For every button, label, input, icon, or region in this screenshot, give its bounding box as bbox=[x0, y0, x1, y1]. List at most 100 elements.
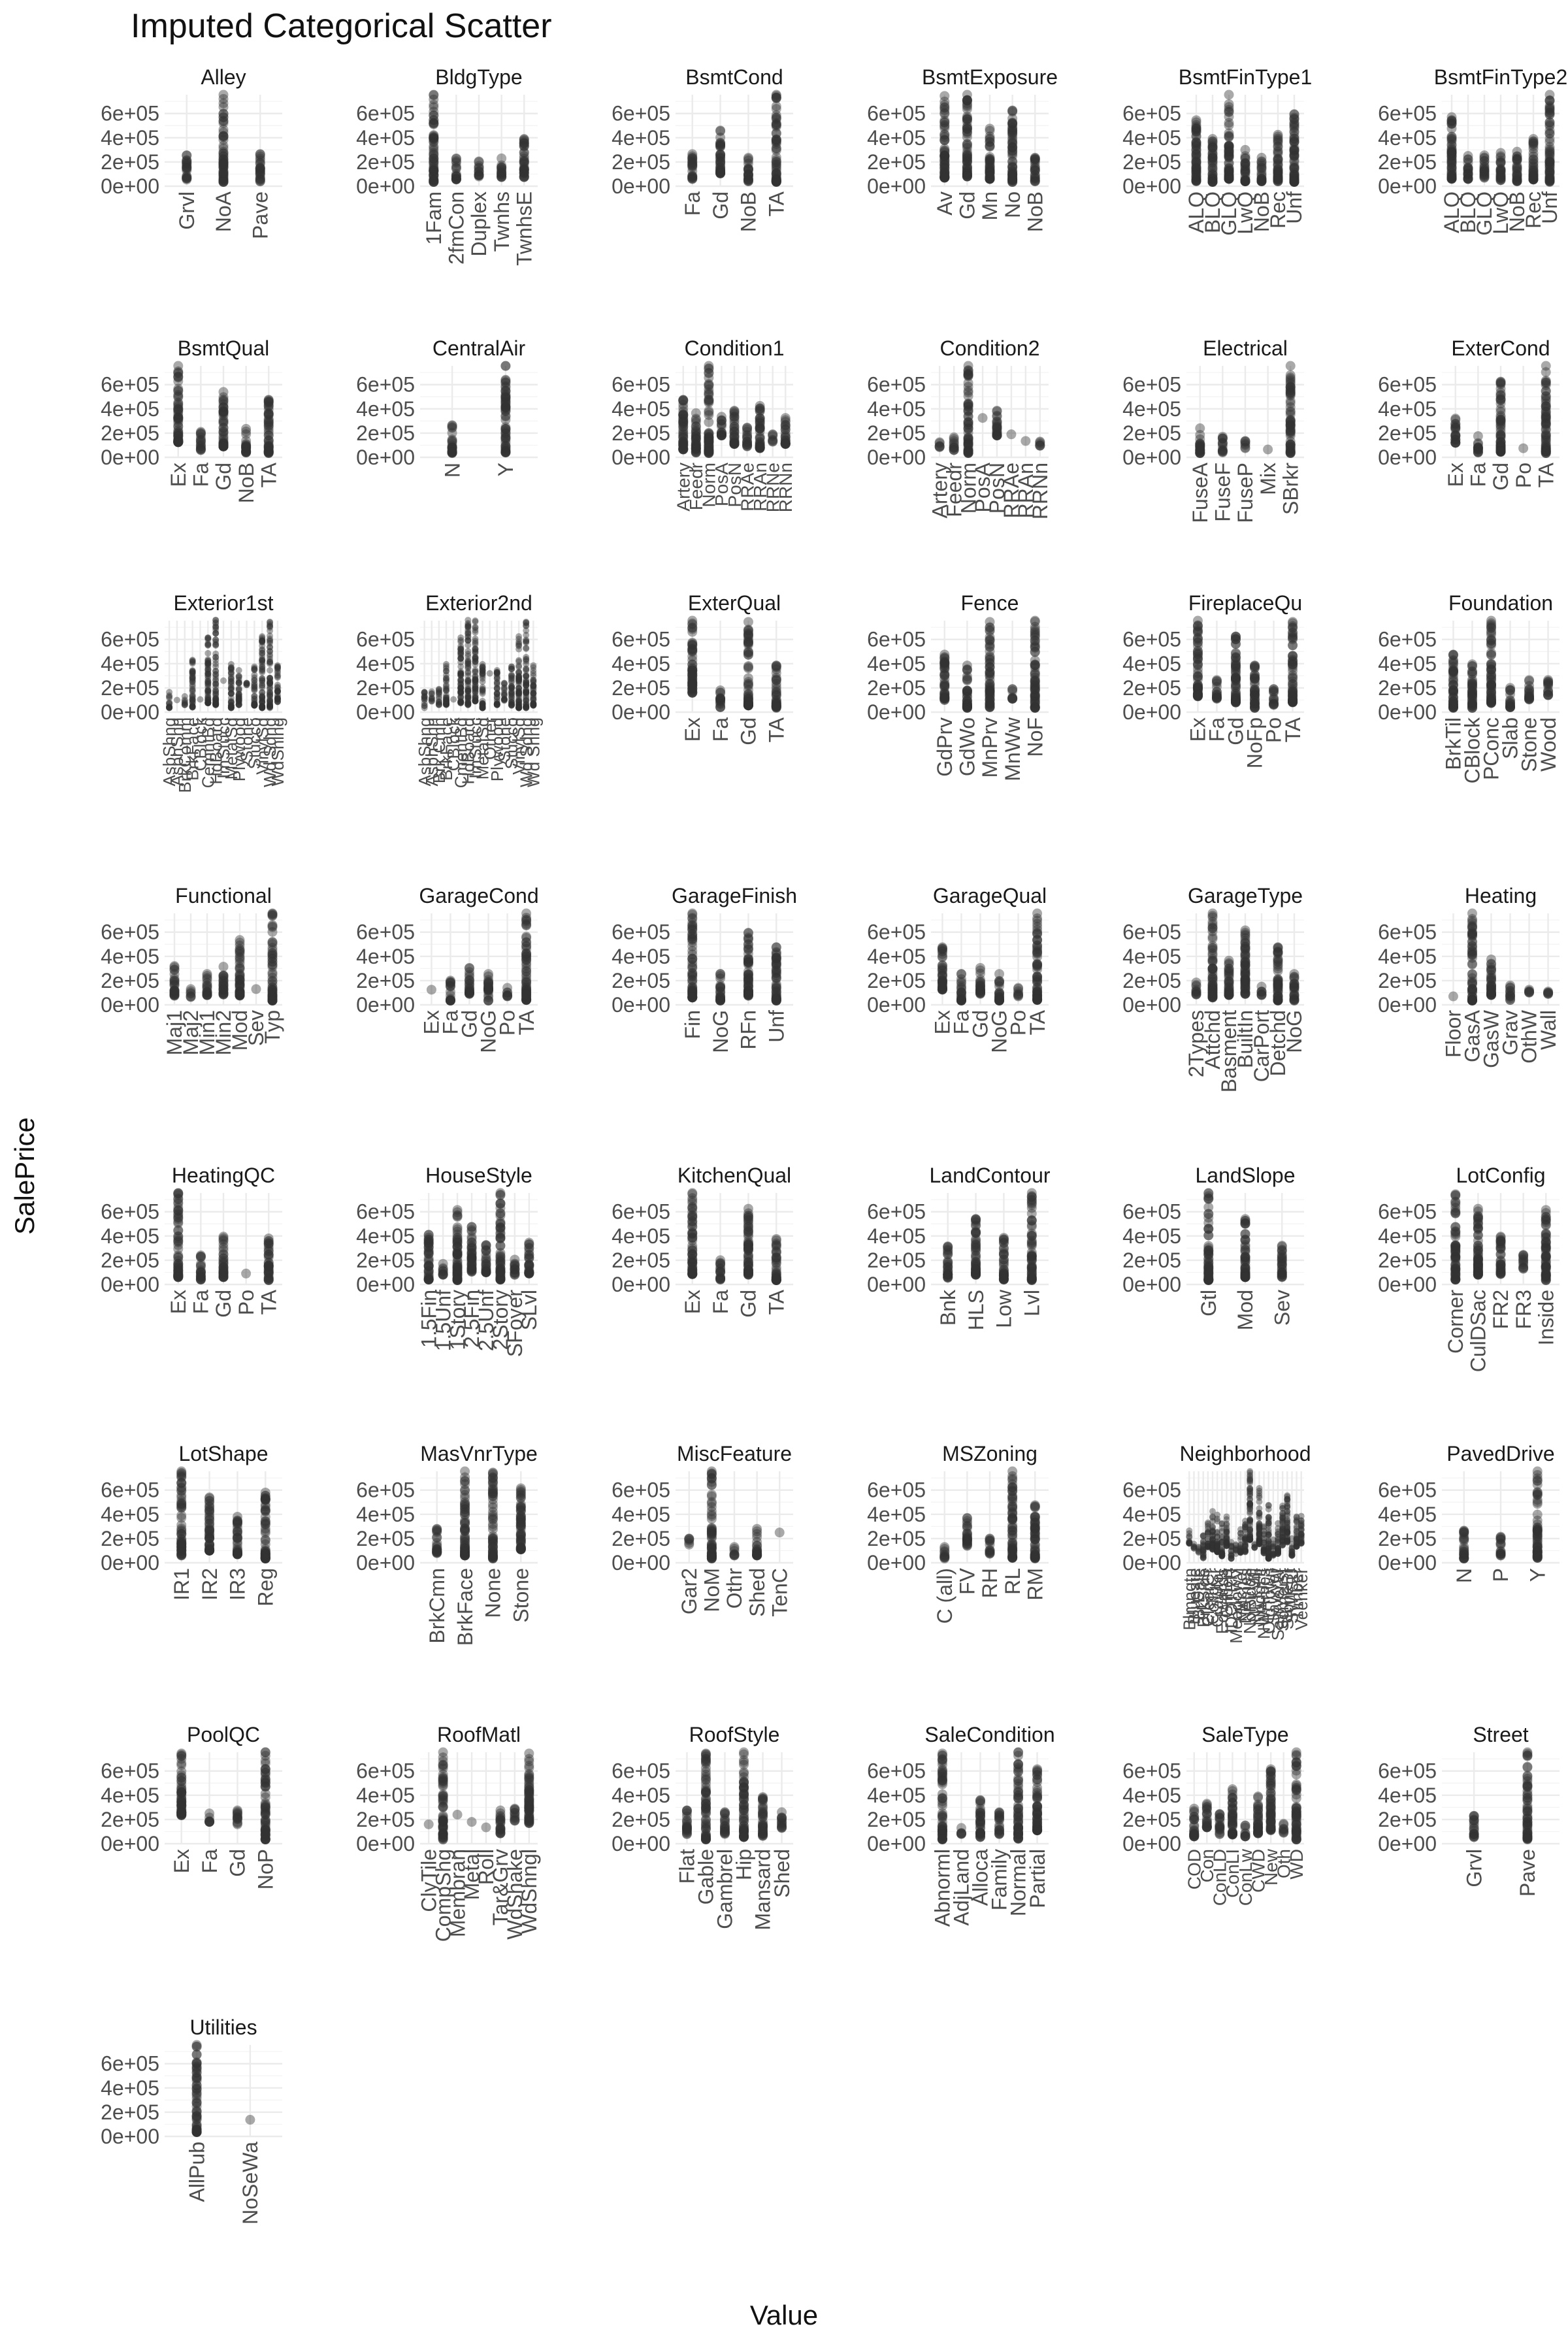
data-point bbox=[267, 697, 274, 704]
y-tick-label: 6e+05 bbox=[101, 373, 159, 397]
data-point bbox=[715, 982, 726, 992]
data-point bbox=[263, 440, 274, 451]
data-point bbox=[235, 679, 242, 686]
y-tick-label: 6e+05 bbox=[1122, 628, 1181, 651]
data-point bbox=[519, 171, 529, 182]
data-point bbox=[704, 364, 714, 374]
data-point bbox=[771, 101, 781, 112]
data-point bbox=[218, 146, 229, 157]
y-tick-label: 4e+05 bbox=[1378, 397, 1437, 421]
x-tick-label: NoB bbox=[235, 463, 258, 503]
data-point bbox=[267, 911, 278, 921]
data-point bbox=[1192, 689, 1203, 700]
data-point bbox=[743, 969, 753, 979]
data-point bbox=[508, 677, 515, 684]
data-point bbox=[259, 666, 266, 674]
y-tick-label: 6e+05 bbox=[1378, 373, 1437, 397]
data-point bbox=[235, 987, 245, 997]
data-point bbox=[743, 169, 753, 180]
facet-panel-functional: Functional0e+002e+054e+056e+05Maj1Maj2Mi… bbox=[101, 884, 284, 1055]
x-tick-label: Unf bbox=[1538, 191, 1561, 224]
data-point bbox=[267, 623, 274, 630]
facet-panel-bldgtype: BldgType0e+002e+054e+056e+051Fam2fmConDu… bbox=[356, 65, 538, 266]
data-point bbox=[255, 176, 265, 187]
data-point bbox=[962, 665, 972, 676]
data-point bbox=[426, 985, 436, 995]
data-point bbox=[429, 171, 439, 181]
y-tick-label: 4e+05 bbox=[356, 945, 415, 968]
data-point bbox=[1007, 142, 1018, 152]
data-point bbox=[241, 441, 252, 451]
data-point bbox=[963, 434, 973, 444]
data-point bbox=[218, 168, 229, 178]
data-point bbox=[457, 694, 465, 701]
data-point bbox=[255, 163, 265, 174]
data-point bbox=[771, 687, 781, 698]
data-point bbox=[472, 655, 479, 662]
x-tick-label: Wd Shng bbox=[523, 717, 543, 787]
data-point bbox=[716, 431, 727, 441]
data-point bbox=[212, 667, 220, 674]
data-point bbox=[255, 173, 265, 184]
data-point bbox=[1007, 106, 1018, 117]
data-point bbox=[267, 704, 274, 711]
data-point bbox=[235, 701, 242, 708]
data-point bbox=[218, 406, 229, 416]
data-point bbox=[729, 432, 740, 442]
data-point bbox=[1288, 640, 1298, 651]
y-tick-label: 6e+05 bbox=[1378, 102, 1437, 125]
y-tick-label: 6e+05 bbox=[356, 373, 415, 397]
data-point bbox=[218, 174, 229, 184]
data-point bbox=[1463, 154, 1473, 165]
x-tick-label: Twnhs bbox=[490, 191, 514, 252]
data-point bbox=[212, 617, 220, 624]
data-point bbox=[771, 135, 781, 146]
data-point bbox=[255, 162, 265, 172]
x-tick-label: FuseA bbox=[1188, 462, 1212, 523]
facet-panel-foundation: Foundation0e+002e+054e+056e+05BrkTilCBlo… bbox=[1378, 591, 1560, 783]
data-point bbox=[1191, 138, 1201, 148]
data-point bbox=[472, 623, 479, 630]
data-point bbox=[182, 171, 192, 182]
data-point bbox=[457, 670, 465, 677]
x-tick-label: 1Fam bbox=[422, 191, 446, 245]
data-point bbox=[985, 642, 995, 652]
data-point bbox=[519, 159, 529, 169]
x-tick-label: Gd bbox=[956, 191, 979, 220]
data-point bbox=[939, 670, 950, 680]
data-point bbox=[500, 386, 511, 397]
data-point bbox=[182, 160, 192, 171]
data-point bbox=[1192, 621, 1203, 632]
data-point bbox=[1467, 700, 1477, 711]
data-point bbox=[255, 174, 265, 185]
data-point bbox=[1224, 90, 1234, 100]
data-point bbox=[429, 137, 439, 148]
data-point bbox=[204, 649, 212, 657]
data-point bbox=[267, 682, 274, 689]
x-tick-label: Pave bbox=[248, 191, 272, 239]
data-point bbox=[939, 96, 950, 106]
data-point bbox=[218, 173, 229, 184]
data-point bbox=[771, 664, 781, 674]
data-point bbox=[742, 436, 753, 447]
data-point bbox=[429, 176, 439, 186]
data-point bbox=[704, 446, 714, 456]
data-point bbox=[218, 93, 229, 104]
data-point bbox=[715, 159, 726, 170]
data-point bbox=[429, 94, 439, 105]
data-point bbox=[251, 671, 258, 678]
data-point bbox=[429, 90, 439, 101]
x-tick-label: RRNn bbox=[776, 463, 796, 512]
data-point bbox=[218, 90, 229, 100]
data-point bbox=[218, 392, 229, 402]
y-tick-label: 0e+00 bbox=[356, 993, 415, 1017]
facet-title: BsmtFinType1 bbox=[1179, 65, 1313, 89]
data-point bbox=[1007, 127, 1018, 138]
data-point bbox=[992, 406, 1002, 417]
y-tick-label: 2e+05 bbox=[1378, 676, 1437, 700]
data-point bbox=[1544, 166, 1555, 176]
data-point bbox=[429, 115, 439, 125]
y-tick-label: 6e+05 bbox=[867, 102, 926, 125]
data-point bbox=[985, 171, 995, 182]
